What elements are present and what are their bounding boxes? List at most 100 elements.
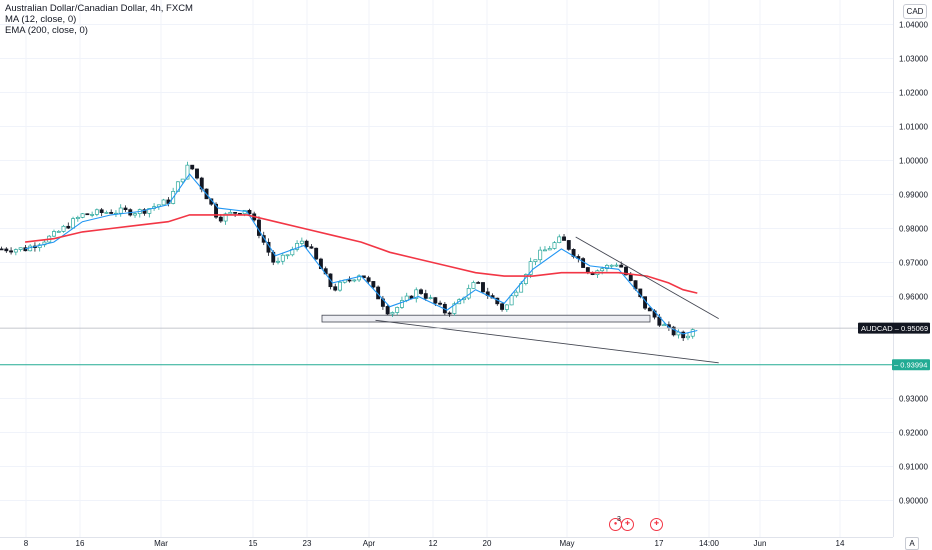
candle-body (352, 279, 357, 282)
candle-body (514, 291, 519, 297)
candle-body (109, 212, 114, 214)
price-tick-label: 0.97000 (899, 259, 928, 268)
candle-body (242, 209, 247, 215)
candle-body (500, 303, 505, 310)
candle-body (161, 199, 166, 206)
candle-body (309, 246, 314, 249)
candle-body (299, 240, 304, 244)
candle-body (347, 279, 352, 282)
candle-body (619, 264, 624, 268)
candle-body (223, 213, 228, 222)
candle-body (419, 289, 423, 294)
time-tick-label: May (559, 539, 574, 548)
candle-body (471, 282, 476, 289)
candle-body (690, 329, 695, 337)
candle-body (280, 254, 285, 262)
price-tick-label: 0.91000 (899, 463, 928, 472)
candle-body (624, 266, 628, 276)
candle-body (71, 218, 76, 229)
candle-body (80, 213, 85, 218)
candle-body (538, 249, 543, 261)
candle-body (395, 307, 400, 313)
canada-flag-icon-2[interactable]: ✚ (650, 518, 663, 531)
candle-body (85, 213, 90, 216)
candle-body (190, 164, 195, 170)
price-tick-label: 0.99000 (899, 191, 928, 200)
candle-body (0, 248, 4, 251)
price-tick-label: 1.01000 (899, 123, 928, 132)
candle-body (61, 225, 66, 232)
candle-body (647, 307, 652, 312)
candle-body (543, 249, 547, 252)
candle-body (90, 214, 95, 216)
candle-body (366, 277, 371, 282)
candle-body (333, 286, 338, 291)
candle-body (18, 247, 23, 250)
level-price-tag (892, 359, 930, 371)
canada-flag-icon[interactable]: ✚ (621, 518, 634, 531)
candle-body (214, 203, 219, 218)
legend-ema[interactable]: EMA (200, close, 0) (5, 25, 88, 36)
price-tick-label: 1.03000 (899, 55, 928, 64)
candle-body (314, 247, 319, 260)
time-tick-label: Apr (363, 539, 376, 548)
candle-body (671, 326, 676, 336)
candle-body (147, 208, 152, 214)
support-zone[interactable] (321, 314, 651, 323)
candle-body (385, 306, 390, 315)
legend-ma[interactable]: MA (12, close, 0) (5, 14, 77, 25)
candle-body (276, 260, 280, 263)
candle-body (56, 231, 61, 233)
time-tick-label: 15 (249, 539, 258, 548)
price-tick-label: 1.02000 (899, 89, 928, 98)
candle-body (123, 207, 128, 210)
time-tick-label: 14 (836, 539, 845, 548)
ma-line[interactable] (24, 173, 698, 335)
candle-body (476, 282, 481, 284)
time-tick-label: 16 (76, 539, 85, 548)
candle-body (304, 240, 309, 248)
price-tick-label: 0.90000 (899, 497, 928, 506)
candle-body (662, 324, 667, 327)
candle-body (414, 289, 419, 299)
chart-legend: Australian Dollar/Canadian Dollar, 4h, F… (5, 3, 193, 36)
candle-body (185, 164, 190, 180)
candle-body (295, 243, 300, 250)
price-tick-label: 1.00000 (899, 157, 928, 166)
candle-body (75, 217, 80, 220)
level-price-label: – 0.93994 (894, 361, 927, 370)
candle-body (94, 209, 99, 215)
price-axis-panel[interactable] (893, 0, 932, 550)
candle-body (562, 236, 566, 241)
candle-body (338, 281, 342, 291)
candle-body (681, 331, 686, 339)
candle-body (142, 209, 147, 214)
legend-symbol[interactable]: Australian Dollar/Canadian Dollar, 4h, F… (5, 3, 193, 14)
candle-body (628, 274, 633, 281)
candle-body (686, 335, 690, 339)
auto-scale-button[interactable]: A (905, 537, 919, 550)
candle-body (133, 213, 137, 216)
currency-button[interactable]: CAD (903, 4, 927, 19)
lower-trendline[interactable] (375, 319, 719, 364)
candle-body (261, 235, 266, 243)
price-tick-label: 0.92000 (899, 429, 928, 438)
candle-body (438, 302, 443, 305)
candle-body (99, 209, 104, 213)
upper-trendline[interactable] (575, 236, 719, 319)
candle-body (609, 264, 614, 267)
time-tick-label: 8 (24, 539, 29, 548)
candle-body (66, 225, 71, 229)
ema-line[interactable] (25, 214, 698, 294)
candle-body (233, 211, 238, 214)
candle-body (390, 312, 395, 315)
time-tick-label: Mar (154, 539, 168, 548)
event-count: 3 (617, 516, 621, 523)
time-tick-label: 12 (429, 539, 438, 548)
candle-body (481, 282, 485, 293)
last-price-tag (858, 322, 930, 334)
candle-body (566, 240, 571, 250)
candle-body (614, 264, 619, 267)
candle-body (118, 207, 123, 214)
